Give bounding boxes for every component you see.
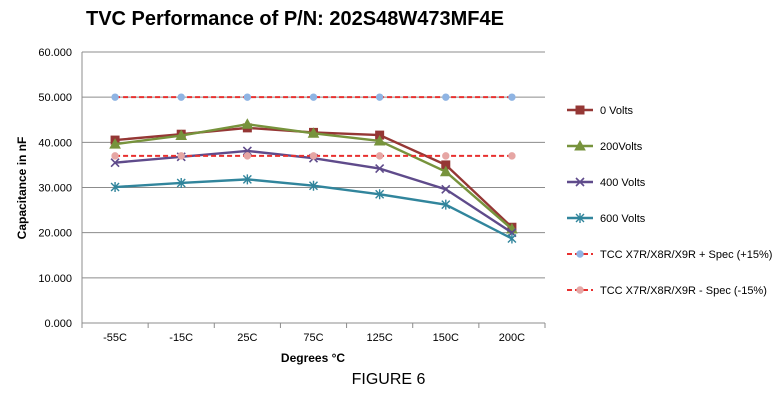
legend-entry: 600 Volts — [567, 213, 646, 225]
series-2 — [110, 146, 517, 238]
data-point — [309, 180, 318, 191]
legend-marker — [575, 105, 585, 115]
data-point — [309, 93, 318, 101]
series-1 — [109, 118, 518, 234]
data-point — [177, 152, 185, 160]
series-line — [114, 149, 513, 234]
x-tick-label: 200C — [499, 332, 525, 344]
series-0 — [110, 123, 517, 232]
data-point — [110, 158, 120, 168]
legend-entry: 0 Volts — [567, 105, 634, 117]
data-point — [109, 138, 121, 149]
data-point — [439, 165, 452, 177]
data-point — [375, 163, 385, 174]
data-point — [241, 118, 254, 129]
y-tick-label: 0.000 — [44, 318, 72, 330]
y-tick-labels: 0.000 10.000 20.000 30.000 40.000 50.000 60.00… — [38, 47, 72, 330]
legend-label: 200Volts — [600, 141, 643, 153]
figure-caption: FIGURE 6 — [351, 371, 426, 388]
legend-marker — [575, 177, 585, 187]
data-point — [110, 182, 120, 193]
legend-entry: TCC X7R/X8R/X9R + Spec (+15%) — [567, 249, 772, 261]
data-point — [508, 93, 516, 101]
series-3 — [110, 174, 517, 244]
x-tick-labels: -55C -15C 25C 75C 125C 150C 200C — [103, 332, 525, 344]
series-4 — [111, 93, 516, 101]
legend-entry: 200Volts — [567, 139, 643, 153]
data-point — [441, 199, 451, 210]
data-point — [111, 152, 119, 160]
legend-entry: 400 Volts — [567, 177, 646, 189]
axes — [81, 52, 546, 328]
data-point — [508, 152, 516, 160]
data-point — [373, 134, 386, 146]
data-point — [375, 152, 384, 160]
legend-label: TCC X7R/X8R/X9R + Spec (+15%) — [600, 249, 772, 261]
data-point — [442, 152, 450, 160]
x-tick-label: 150C — [433, 332, 459, 344]
series-5 — [111, 152, 516, 160]
data-point — [111, 93, 119, 101]
y-tick-label: 30.000 — [38, 183, 72, 195]
y-tick-label: 60.000 — [38, 47, 72, 59]
data-point — [242, 174, 252, 185]
data-point — [243, 152, 252, 160]
chart-title: TVC Performance of P/N: 202S48W473MF4E — [86, 8, 504, 30]
series-group — [109, 93, 518, 244]
data-point — [177, 93, 185, 101]
x-tick-label: -55C — [103, 332, 127, 344]
y-tick-label: 50.000 — [38, 92, 72, 104]
legend-label: 400 Volts — [600, 177, 646, 189]
data-point — [375, 93, 384, 101]
y-tick-label: 20.000 — [38, 228, 72, 240]
data-point — [243, 93, 252, 101]
data-point — [375, 189, 385, 200]
x-axis-label: Degrees °C — [281, 351, 345, 365]
series-line — [114, 123, 513, 230]
x-tick-label: 75C — [303, 332, 323, 344]
x-tick-label: 125C — [366, 332, 392, 344]
y-tick-label: 10.000 — [38, 273, 72, 285]
legend-label: 600 Volts — [600, 213, 646, 225]
data-point — [507, 233, 517, 244]
y-tick-label: 40.000 — [38, 137, 72, 149]
legend-marker — [575, 213, 585, 223]
legend: 0 Volts 200Volts 400 Volts 600 Volts TCC X7R… — [567, 105, 772, 297]
legend-entry: TCC X7R/X8R/X9R - Spec (-15%) — [567, 285, 767, 297]
legend-label: 0 Volts — [600, 105, 634, 117]
data-point — [442, 93, 450, 101]
legend-marker — [576, 286, 584, 294]
x-tick-label: -15C — [169, 332, 193, 344]
data-point — [441, 184, 451, 194]
legend-marker — [574, 139, 586, 151]
data-point — [176, 177, 186, 188]
data-point — [175, 129, 188, 141]
y-axis-label: Capacitance in nF — [15, 137, 29, 240]
data-point — [307, 127, 320, 138]
data-point — [309, 152, 318, 160]
x-tick-label: 25C — [237, 332, 257, 344]
legend-label: TCC X7R/X8R/X9R - Spec (-15%) — [600, 285, 767, 297]
legend-marker — [576, 250, 584, 258]
